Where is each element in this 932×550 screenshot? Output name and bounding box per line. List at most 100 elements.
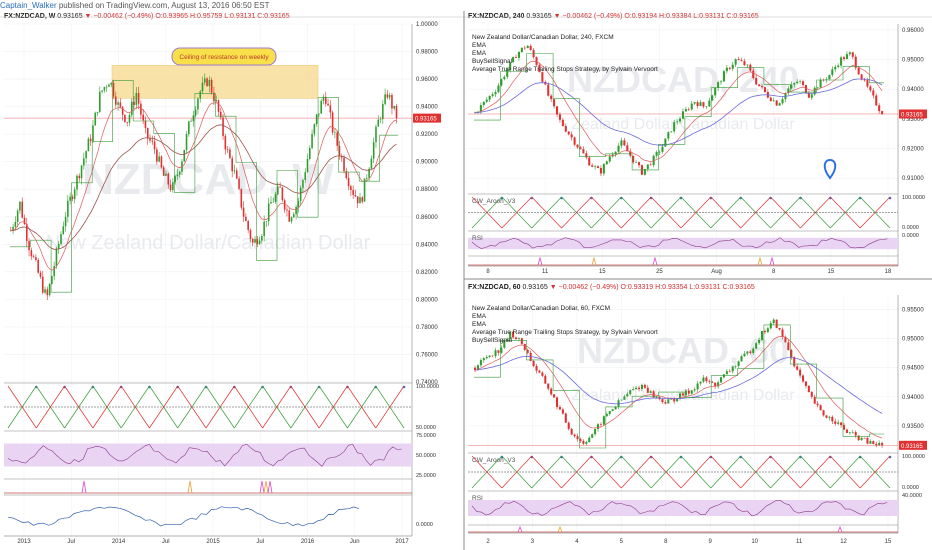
candle-body	[711, 381, 714, 383]
weekly-symbol[interactable]: FX:NZDCAD, W	[4, 13, 56, 20]
candle-body	[299, 187, 302, 202]
candle-body	[617, 145, 620, 152]
author-link[interactable]: Captain_Walker	[0, 1, 57, 10]
candle-body	[869, 441, 872, 444]
candle-body	[142, 114, 144, 121]
candle-body	[743, 353, 746, 357]
candle-body	[517, 338, 520, 340]
candle-body	[620, 140, 623, 146]
candle-body	[834, 66, 837, 70]
candle-body	[690, 390, 693, 394]
h1-symbol[interactable]: FX:NZDCAD, 60	[468, 284, 521, 291]
candle-body	[114, 96, 117, 105]
rsi-band	[4, 443, 412, 467]
candle-body	[311, 133, 313, 149]
candle-body	[632, 155, 635, 163]
candle-body	[235, 170, 238, 179]
candle-body	[632, 389, 635, 391]
candle-body	[64, 216, 67, 227]
candle-body	[840, 422, 843, 426]
candle-body	[283, 200, 286, 210]
candle-body	[270, 202, 272, 204]
candle-body	[190, 121, 192, 122]
candle-body	[772, 319, 775, 324]
aroon-tick: 50.0000	[416, 425, 436, 431]
candle-body	[687, 109, 690, 110]
aroon-down-line	[471, 196, 891, 229]
x-tick-label: 15	[599, 269, 606, 275]
candle-body	[553, 99, 556, 107]
y-tick-label: 1.00000	[416, 22, 438, 28]
candle-body	[274, 194, 277, 202]
candle-body	[146, 128, 149, 139]
candle-body	[28, 241, 30, 251]
candle-body	[611, 409, 614, 412]
candle-body	[538, 64, 541, 73]
ema-slow-line	[474, 355, 883, 414]
h4-symbol[interactable]: FX:NZDCAD, 240	[468, 13, 525, 20]
candle-body	[734, 365, 737, 367]
legend-item: Average True Range Trailing Stops Strate…	[472, 66, 658, 73]
candle-body	[579, 439, 582, 441]
callout-text: Ceiling of resistance on weekly	[179, 54, 269, 61]
candle-body	[354, 194, 357, 197]
candle-body	[676, 398, 679, 402]
publisher-bar: Captain_Walker published on TradingView.…	[0, 0, 932, 11]
candle-body	[696, 383, 699, 390]
y-tick-label: 0.86000	[416, 215, 438, 221]
candle-body	[503, 76, 506, 80]
candle-body	[608, 156, 611, 162]
x-tick-label: Jul	[67, 539, 75, 545]
candle-body	[717, 382, 720, 387]
candle-body	[306, 159, 309, 173]
candle-body	[304, 172, 307, 180]
candle-body	[482, 358, 485, 361]
candle-body	[807, 385, 810, 393]
candle-body	[222, 117, 224, 137]
candle-body	[509, 62, 512, 71]
candle-body	[547, 84, 550, 96]
y-tick-label: 0.80000	[416, 297, 438, 303]
candle-body	[702, 377, 705, 382]
candle-body	[361, 197, 364, 202]
rsi-tick: 75.0000	[416, 433, 436, 439]
candle-body	[217, 100, 220, 112]
candle-body	[708, 381, 711, 382]
candle-body	[866, 438, 869, 444]
candle-body	[851, 432, 854, 433]
candle-body	[172, 182, 174, 191]
candle-body	[714, 382, 717, 387]
candle-body	[352, 190, 354, 195]
candle-body	[366, 177, 368, 179]
candle-body	[585, 153, 588, 158]
candle-body	[162, 167, 165, 176]
candle-body	[623, 140, 626, 146]
h1-header: FX:NZDCAD, 60 0.93165 ▼ −0.00462 (−0.49%…	[468, 283, 755, 293]
candle-body	[787, 342, 790, 351]
candle-body	[210, 79, 213, 93]
candle-body	[165, 173, 167, 176]
candle-body	[763, 330, 766, 332]
candle-body	[144, 120, 147, 129]
candle-body	[831, 69, 834, 75]
candle-body	[649, 164, 652, 166]
candle-body	[85, 151, 87, 159]
candle-body	[758, 339, 761, 344]
candle-body	[567, 131, 570, 135]
candle-body	[506, 70, 509, 77]
candle-body	[804, 85, 807, 94]
candle-body	[816, 403, 819, 406]
callout-box	[171, 47, 277, 66]
candle-body	[290, 217, 293, 222]
candle-body	[263, 221, 265, 237]
candle-body	[494, 350, 497, 357]
signal-spike	[557, 525, 563, 533]
aroon-tick: 100.0000	[416, 384, 439, 390]
candle-body	[48, 283, 51, 296]
candle-body	[588, 437, 591, 443]
candle-body	[831, 416, 834, 422]
x-tick-label: 2013	[17, 539, 31, 545]
candle-body	[787, 88, 790, 93]
candle-body	[249, 229, 252, 239]
